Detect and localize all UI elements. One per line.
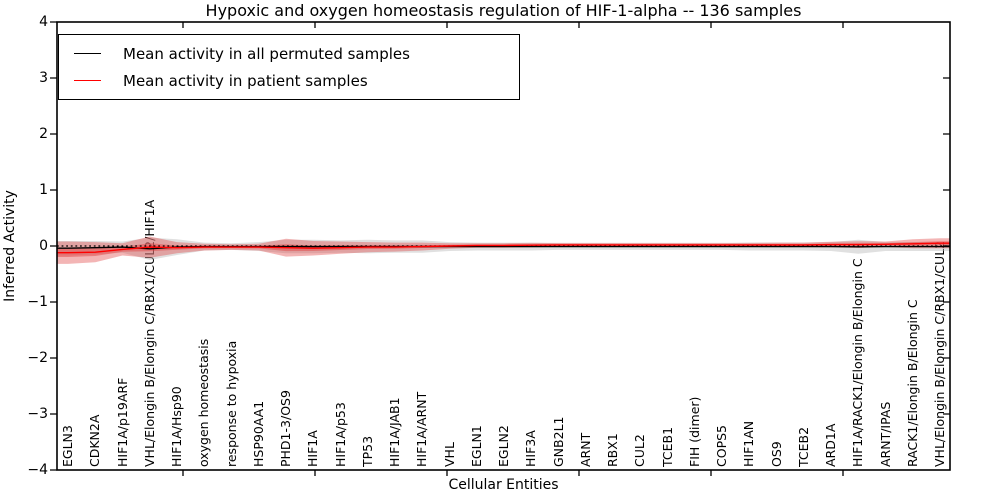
y-tick-label: −3 (27, 406, 48, 422)
x-tick-label: EGLN2 (496, 425, 511, 467)
x-tick-label: ARNT (577, 432, 593, 467)
y-tick-label: −1 (27, 294, 48, 310)
patient-line-swatch (74, 80, 101, 81)
permuted-mean-line (57, 245, 950, 250)
legend-item-permuted: Mean activity in all permuted samples (59, 40, 519, 67)
y-tick-label: 1 (39, 182, 48, 198)
y-tick-label: −2 (27, 350, 48, 366)
patient-sem-band (57, 241, 950, 257)
patient-mean-line (57, 242, 950, 254)
chart-title: Hypoxic and oxygen homeostasis regulatio… (205, 1, 802, 20)
x-tick-label: TCEB2 (795, 426, 811, 467)
x-tick-label: HIF1A/p19ARF (114, 377, 130, 467)
x-tick-label: RACK1/Elongin B/Elongin C (904, 299, 920, 467)
x-tick-label: HIF1AN (741, 420, 757, 467)
permuted-line-swatch (74, 53, 101, 54)
y-tick-label: 0 (39, 238, 48, 254)
permuted-std-band (57, 237, 950, 260)
legend-label-patient: Mean activity in patient samples (123, 71, 368, 90)
x-tick-label: HSP90AA1 (250, 400, 266, 467)
x-tick-label: GNB2L1 (550, 416, 566, 467)
x-tick-label: TP53 (359, 435, 375, 467)
legend-item-patient: Mean activity in patient samples (59, 67, 519, 94)
x-tick-label: TCEB1 (659, 426, 675, 467)
x-tick-label: HIF1A/Hsp90 (169, 386, 184, 467)
x-tick-label: EGLN1 (468, 425, 484, 467)
x-tick-label: oxygen homeostasis (196, 338, 212, 467)
x-tick-label: response to hypoxia (223, 340, 239, 467)
legend-label-permuted: Mean activity in all permuted samples (123, 44, 410, 63)
x-tick-label: CDKN2A (87, 414, 103, 467)
x-tick-label: HIF1A/RACK1/Elongin B/Elongin C (850, 258, 866, 467)
x-tick-label: OS9 (768, 441, 784, 467)
x-axis-title: Cellular Entities (448, 477, 559, 493)
x-tick-label: COPS5 (714, 425, 729, 467)
x-tick-label: VHL/Elongin B/Elongin C/RBX1/CUL2/HIF1A (141, 199, 157, 467)
legend: Mean activity in all permuted samples Me… (58, 34, 520, 100)
x-tick-label: FIH (dimer) (686, 396, 702, 467)
patient-std-band (57, 236, 950, 264)
x-tick-label: HIF1A/p53 (332, 402, 348, 467)
x-tick-label: PHD1-3/OS9 (278, 390, 293, 467)
y-tick-label: −4 (27, 462, 48, 478)
y-tick-label: 2 (39, 126, 48, 142)
x-tick-label: EGLN3 (60, 425, 75, 467)
x-tick-label: ARNT/IPAS (877, 401, 893, 467)
x-tick-label: VHL (441, 442, 457, 467)
x-tick-label: RBX1 (605, 433, 620, 467)
x-tick-label: HIF1A/JAB1 (387, 397, 402, 467)
x-tick-label: CUL2 (632, 434, 648, 467)
x-tick-label: ARD1A (823, 423, 838, 467)
x-tick-label: VHL/Elongin B/Elongin C/RBX1/CUL2 (932, 240, 947, 467)
x-tick-label: HIF1A/ARNT (414, 391, 430, 467)
x-tick-label: HIF1A (305, 430, 321, 467)
x-tick-label: HIF3A (523, 430, 539, 467)
y-tick-label: 4 (39, 14, 48, 30)
y-tick-label: 3 (39, 70, 48, 86)
